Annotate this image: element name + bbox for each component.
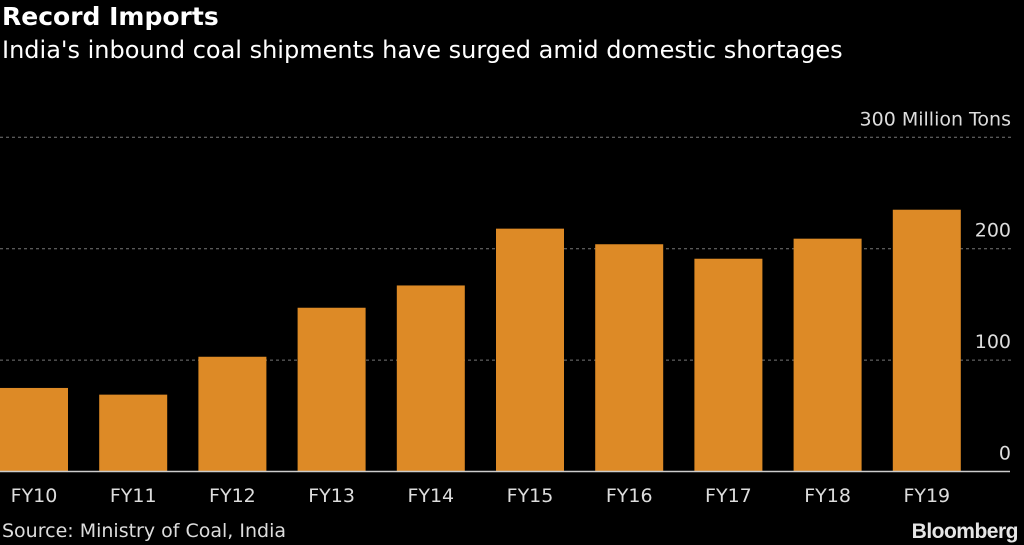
y-tick-labels: 0 100 200 300 Million Tons	[860, 108, 1011, 464]
x-tick-label: FY17	[705, 485, 752, 507]
bloomberg-logo: Bloomberg	[911, 520, 1019, 543]
chart-subtitle: India's inbound coal shipments have surg…	[2, 36, 843, 64]
y-tick-label: 0	[999, 443, 1011, 465]
bar-FY13	[297, 307, 366, 472]
x-tick-label: FY14	[407, 485, 454, 507]
x-tick-label: FY10	[11, 485, 58, 507]
x-tick-label: FY16	[606, 485, 653, 507]
x-tick-label: FY13	[308, 485, 355, 507]
y-tick-label: 100	[975, 331, 1011, 353]
x-tick-label: FY11	[110, 485, 157, 507]
y-tick-label: 200	[975, 220, 1011, 242]
x-tick-labels: FY10 FY11 FY12 FY13 FY14 FY15 FY16 FY17 FY18 FY19	[11, 485, 951, 507]
x-tick-label: FY18	[804, 485, 851, 507]
y-tick-label: 300 Million Tons	[860, 108, 1011, 130]
bar-FY12	[198, 356, 267, 472]
x-tick-label: FY12	[209, 485, 256, 507]
bar-FY18	[793, 238, 862, 472]
bar-FY11	[99, 394, 168, 472]
source-note: Source: Ministry of Coal, India	[2, 520, 287, 542]
bar-FY17	[694, 258, 763, 472]
x-tick-label: FY19	[903, 485, 950, 507]
bar-FY16	[595, 244, 664, 472]
bars	[0, 209, 961, 472]
x-tick-label: FY15	[507, 485, 554, 507]
bar-FY10	[0, 387, 68, 472]
bar-FY15	[496, 228, 564, 472]
bar-FY19	[892, 209, 961, 472]
bar-FY14	[396, 285, 465, 472]
chart-title: Record Imports	[2, 2, 219, 31]
